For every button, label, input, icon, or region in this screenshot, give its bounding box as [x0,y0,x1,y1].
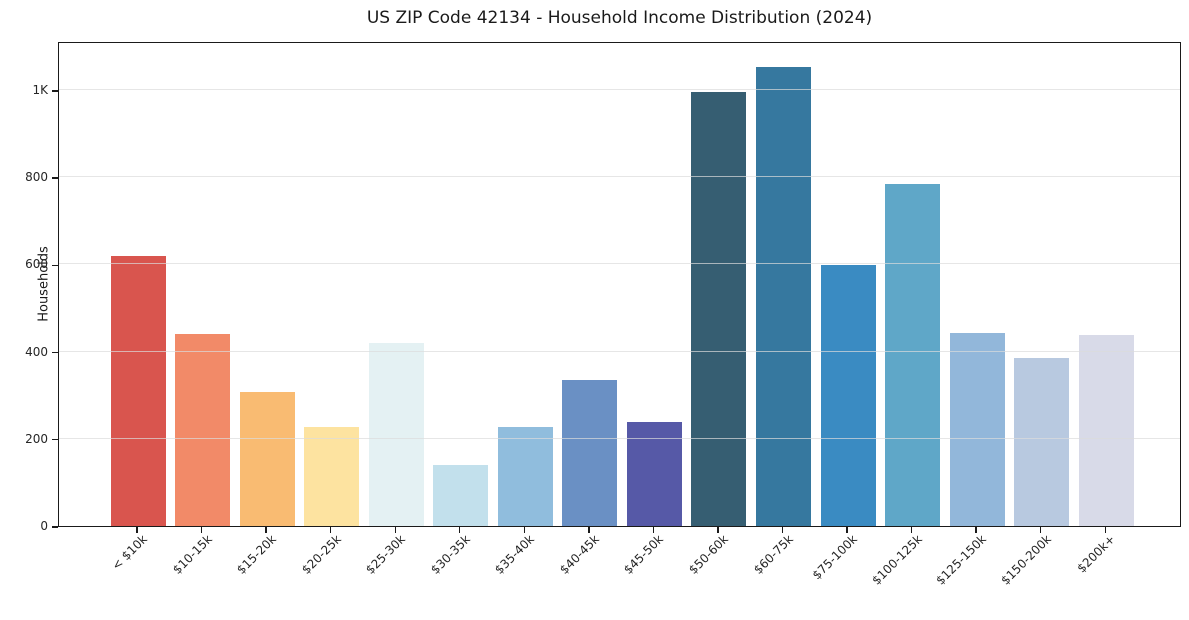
y-tick-mark-800 [52,177,58,179]
y-tick-mark-1000 [52,90,58,92]
y-tick-mark-600 [52,264,58,266]
x-tick-mark-11 [846,527,848,533]
bar-40-45k [562,380,618,526]
chart-figure: US ZIP Code 42134 - Household Income Dis… [25,8,1181,588]
y-tick-mark-200 [52,439,58,441]
bar-35-40k [497,427,553,526]
gridline-400 [59,350,1180,352]
x-tick-mark-14 [1040,527,1042,533]
x-tick-mark-10 [781,527,784,533]
bar-45-50k [626,422,682,526]
y-tick-label-200: 200 [25,431,48,446]
bar-50-60k [691,92,747,526]
gridline-800 [59,176,1180,178]
bar-60-75k [756,67,811,526]
chart-title: US ZIP Code 42134 - Household Income Dis… [366,8,873,28]
plot-area [58,42,1181,527]
x-tick-mark-0 [136,527,138,533]
gridline-600 [59,263,1180,265]
y-tick-label-0: 0 [40,519,48,533]
x-tick-mark-4 [394,527,396,533]
bar-100-125k [885,184,941,526]
gridline-1000 [59,88,1180,90]
x-tick-mark-15 [1104,527,1106,533]
y-tick-label-800: 800 [25,170,48,185]
y-tick-label-600: 600 [25,257,48,272]
x-tick-mark-12 [910,527,913,533]
bar-15-20k [239,392,295,526]
bar-200k [1078,335,1134,526]
y-tick-label-1000: 1K [32,82,48,97]
x-tick-mark-6 [523,527,525,533]
x-tick-mark-1 [200,527,203,533]
bar-30-35k [433,465,489,526]
x-tick-mark-8 [652,527,655,533]
gridline-200 [59,437,1180,439]
bar-75-100k [820,265,876,526]
bar-10k [110,256,166,526]
bar-125-150k [949,333,1005,526]
bar-25-30k [368,343,424,526]
y-tick-mark-0 [52,526,58,528]
x-tick-mark-7 [588,527,590,533]
x-tick-mark-5 [459,527,461,533]
y-tick-mark-400 [52,351,58,354]
x-tick-mark-3 [329,527,332,533]
y-tick-label-400: 400 [25,344,48,359]
x-tick-mark-13 [975,527,977,533]
bar-150-200k [1014,358,1070,526]
x-tick-mark-2 [265,527,267,533]
x-tick-mark-9 [717,527,719,533]
bar-20-25k [304,427,360,526]
bar-10-15k [175,334,231,526]
